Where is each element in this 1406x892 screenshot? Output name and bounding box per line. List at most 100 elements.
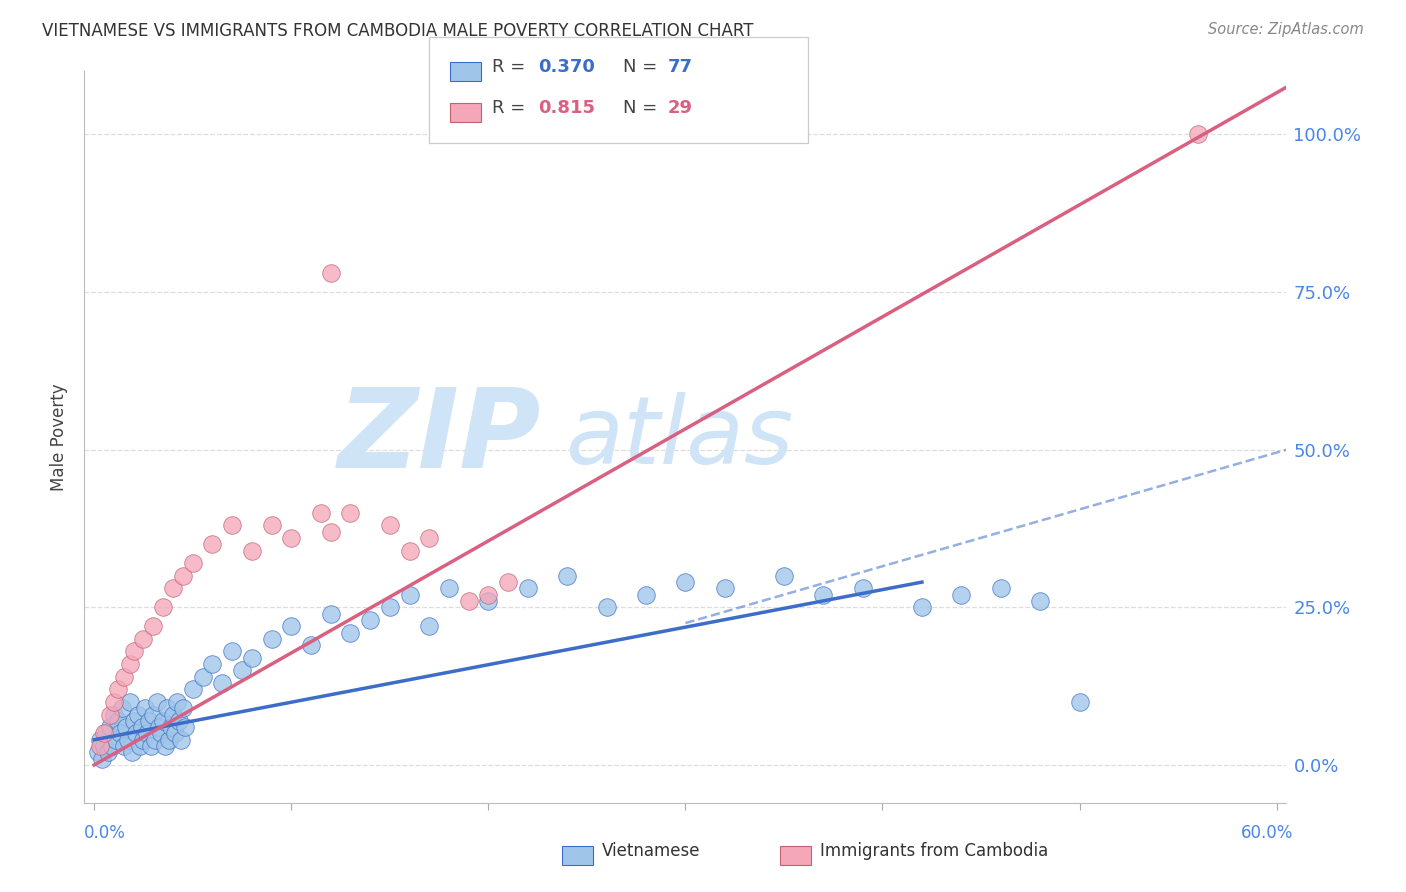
Point bbox=[118, 695, 141, 709]
Point bbox=[240, 543, 263, 558]
Point bbox=[103, 707, 125, 722]
Point bbox=[170, 732, 193, 747]
Point bbox=[107, 714, 129, 728]
Point bbox=[675, 575, 697, 590]
Point bbox=[87, 745, 110, 759]
Text: N =: N = bbox=[623, 99, 657, 117]
Point bbox=[91, 752, 114, 766]
Point bbox=[231, 664, 253, 678]
Point bbox=[162, 707, 184, 722]
Point bbox=[152, 600, 174, 615]
Text: VIETNAMESE VS IMMIGRANTS FROM CAMBODIA MALE POVERTY CORRELATION CHART: VIETNAMESE VS IMMIGRANTS FROM CAMBODIA M… bbox=[42, 22, 754, 40]
Point bbox=[418, 619, 440, 633]
Point bbox=[93, 739, 115, 753]
Point bbox=[107, 682, 129, 697]
Point bbox=[1069, 695, 1091, 709]
Point bbox=[112, 739, 135, 753]
Point bbox=[112, 670, 135, 684]
Point bbox=[1187, 128, 1209, 142]
Text: atlas: atlas bbox=[565, 392, 793, 483]
Point bbox=[167, 714, 190, 728]
Text: 60.0%: 60.0% bbox=[1241, 824, 1294, 842]
Point bbox=[437, 582, 460, 596]
Point bbox=[114, 720, 136, 734]
Point bbox=[104, 732, 127, 747]
Point bbox=[98, 707, 121, 722]
Point bbox=[280, 619, 302, 633]
Point bbox=[143, 732, 166, 747]
Point bbox=[852, 582, 875, 596]
Text: 29: 29 bbox=[668, 99, 693, 117]
Text: 0.370: 0.370 bbox=[538, 58, 595, 76]
Point bbox=[418, 531, 440, 545]
Point bbox=[121, 745, 143, 759]
Point bbox=[309, 506, 332, 520]
Point bbox=[97, 745, 120, 759]
Point bbox=[595, 600, 617, 615]
Text: Immigrants from Cambodia: Immigrants from Cambodia bbox=[820, 842, 1047, 860]
Point bbox=[260, 632, 283, 646]
Text: R =: R = bbox=[492, 58, 526, 76]
Text: R =: R = bbox=[492, 99, 526, 117]
Point bbox=[103, 695, 125, 709]
Point bbox=[496, 575, 519, 590]
Point bbox=[132, 732, 155, 747]
Point bbox=[166, 695, 188, 709]
Point bbox=[98, 720, 121, 734]
Point bbox=[477, 594, 499, 608]
Point bbox=[714, 582, 737, 596]
Point bbox=[150, 726, 173, 740]
Point bbox=[516, 582, 538, 596]
Text: ZIP: ZIP bbox=[337, 384, 541, 491]
Point bbox=[122, 714, 145, 728]
Point bbox=[131, 720, 153, 734]
Point bbox=[148, 720, 170, 734]
Point bbox=[201, 537, 224, 551]
Point bbox=[339, 625, 361, 640]
Point bbox=[191, 670, 214, 684]
Point bbox=[221, 644, 243, 658]
Point bbox=[319, 524, 342, 539]
Point bbox=[138, 714, 160, 728]
Point bbox=[162, 582, 184, 596]
Point bbox=[152, 714, 174, 728]
Y-axis label: Male Poverty: Male Poverty bbox=[51, 384, 69, 491]
Point bbox=[299, 638, 322, 652]
Point bbox=[280, 531, 302, 545]
Point bbox=[108, 726, 131, 740]
Point bbox=[990, 582, 1012, 596]
Point bbox=[94, 726, 117, 740]
Point bbox=[118, 657, 141, 671]
Point bbox=[240, 650, 263, 665]
Point bbox=[141, 739, 163, 753]
Point bbox=[111, 701, 134, 715]
Point bbox=[146, 695, 169, 709]
Point bbox=[319, 266, 342, 280]
Point bbox=[142, 707, 165, 722]
Point bbox=[153, 739, 176, 753]
Point bbox=[201, 657, 224, 671]
Point bbox=[89, 732, 111, 747]
Point bbox=[477, 588, 499, 602]
Text: 0.815: 0.815 bbox=[538, 99, 596, 117]
Point bbox=[124, 726, 146, 740]
Point bbox=[378, 518, 401, 533]
Point bbox=[260, 518, 283, 533]
Point bbox=[378, 600, 401, 615]
Text: 0.0%: 0.0% bbox=[84, 824, 127, 842]
Point bbox=[172, 569, 194, 583]
Point bbox=[457, 594, 479, 608]
Point bbox=[634, 588, 657, 602]
Point bbox=[93, 726, 115, 740]
Point bbox=[950, 588, 973, 602]
Point bbox=[101, 739, 124, 753]
Point bbox=[160, 720, 183, 734]
Point bbox=[89, 739, 111, 753]
Point bbox=[117, 732, 139, 747]
Point bbox=[398, 588, 420, 602]
Point bbox=[172, 701, 194, 715]
Point bbox=[181, 682, 204, 697]
Point bbox=[163, 726, 186, 740]
Point bbox=[173, 720, 195, 734]
Point bbox=[773, 569, 796, 583]
